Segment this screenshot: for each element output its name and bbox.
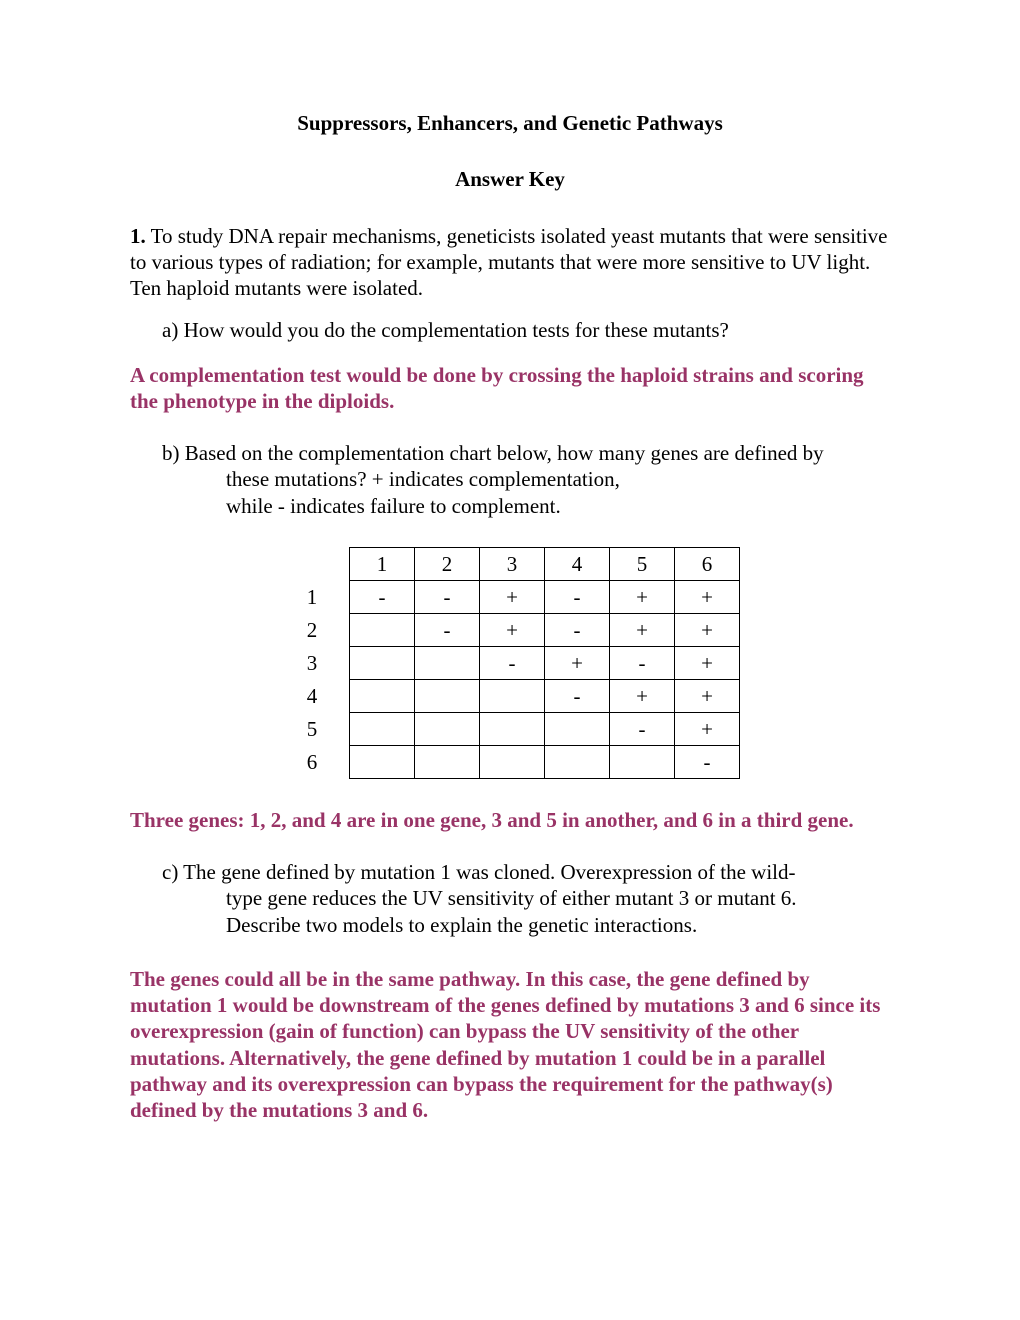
col-header: 1 bbox=[350, 547, 415, 580]
row-header: 5 bbox=[280, 712, 350, 745]
col-header: 3 bbox=[480, 547, 545, 580]
cell bbox=[415, 679, 480, 712]
q1c: c) The gene defined by mutation 1 was cl… bbox=[130, 859, 890, 938]
q1b-answer: Three genes: 1, 2, and 4 are in one gene… bbox=[130, 807, 890, 833]
cell bbox=[415, 712, 480, 745]
cell: - bbox=[545, 580, 610, 613]
cell bbox=[545, 712, 610, 745]
cell: - bbox=[610, 646, 675, 679]
table-header-row: 1 2 3 4 5 6 bbox=[280, 547, 740, 580]
complementation-table: 1 2 3 4 5 6 1 - - + - + + 2 - + - + + 3 bbox=[280, 547, 740, 779]
cell: - bbox=[415, 613, 480, 646]
cell: - bbox=[610, 712, 675, 745]
q1a: a) How would you do the complementation … bbox=[130, 317, 890, 343]
q1c-lead: c) The gene defined by mutation 1 was cl… bbox=[162, 860, 796, 884]
cell: - bbox=[675, 745, 740, 778]
q1b-lead: b) Based on the complementation chart be… bbox=[162, 441, 824, 465]
cell: - bbox=[350, 580, 415, 613]
cell: - bbox=[545, 679, 610, 712]
row-header: 2 bbox=[280, 613, 350, 646]
cell: + bbox=[480, 613, 545, 646]
table-row: 5 - + bbox=[280, 712, 740, 745]
document-page: Suppressors, Enhancers, and Genetic Path… bbox=[0, 0, 1020, 1320]
cell bbox=[350, 712, 415, 745]
page-title: Suppressors, Enhancers, and Genetic Path… bbox=[130, 110, 890, 136]
cell bbox=[610, 745, 675, 778]
q1-intro: 1. To study DNA repair mechanisms, genet… bbox=[130, 223, 890, 302]
col-header: 4 bbox=[545, 547, 610, 580]
table-row: 4 - + + bbox=[280, 679, 740, 712]
cell bbox=[480, 712, 545, 745]
cell bbox=[350, 613, 415, 646]
table-corner bbox=[280, 547, 350, 580]
row-header: 6 bbox=[280, 745, 350, 778]
cell: + bbox=[675, 712, 740, 745]
q1b: b) Based on the complementation chart be… bbox=[130, 440, 890, 519]
page-subtitle: Answer Key bbox=[130, 166, 890, 192]
cell: - bbox=[480, 646, 545, 679]
cell: + bbox=[610, 613, 675, 646]
cell bbox=[350, 745, 415, 778]
cell: + bbox=[545, 646, 610, 679]
table-row: 6 - bbox=[280, 745, 740, 778]
q1-intro-text: To study DNA repair mechanisms, genetici… bbox=[130, 224, 888, 301]
cell bbox=[350, 646, 415, 679]
q1c-answer: The genes could all be in the same pathw… bbox=[130, 966, 890, 1124]
cell: + bbox=[675, 613, 740, 646]
cell bbox=[350, 679, 415, 712]
q1-number: 1. bbox=[130, 224, 146, 248]
cell: + bbox=[610, 679, 675, 712]
q1c-line2: type gene reduces the UV sensitivity of … bbox=[162, 885, 890, 911]
row-header: 1 bbox=[280, 580, 350, 613]
q1b-line3: while - indicates failure to complement. bbox=[162, 493, 890, 519]
cell: + bbox=[675, 580, 740, 613]
row-header: 4 bbox=[280, 679, 350, 712]
table-row: 1 - - + - + + bbox=[280, 580, 740, 613]
cell bbox=[415, 745, 480, 778]
q1b-line2: these mutations? + indicates complementa… bbox=[162, 466, 890, 492]
cell: + bbox=[480, 580, 545, 613]
table-row: 3 - + - + bbox=[280, 646, 740, 679]
cell bbox=[480, 745, 545, 778]
table-row: 2 - + - + + bbox=[280, 613, 740, 646]
cell: - bbox=[415, 580, 480, 613]
cell bbox=[545, 745, 610, 778]
cell: + bbox=[610, 580, 675, 613]
row-header: 3 bbox=[280, 646, 350, 679]
cell bbox=[480, 679, 545, 712]
cell bbox=[415, 646, 480, 679]
col-header: 6 bbox=[675, 547, 740, 580]
q1a-answer: A complementation test would be done by … bbox=[130, 362, 890, 415]
q1c-line3: Describe two models to explain the genet… bbox=[162, 912, 890, 938]
cell: + bbox=[675, 646, 740, 679]
cell: + bbox=[675, 679, 740, 712]
cell: - bbox=[545, 613, 610, 646]
col-header: 5 bbox=[610, 547, 675, 580]
col-header: 2 bbox=[415, 547, 480, 580]
